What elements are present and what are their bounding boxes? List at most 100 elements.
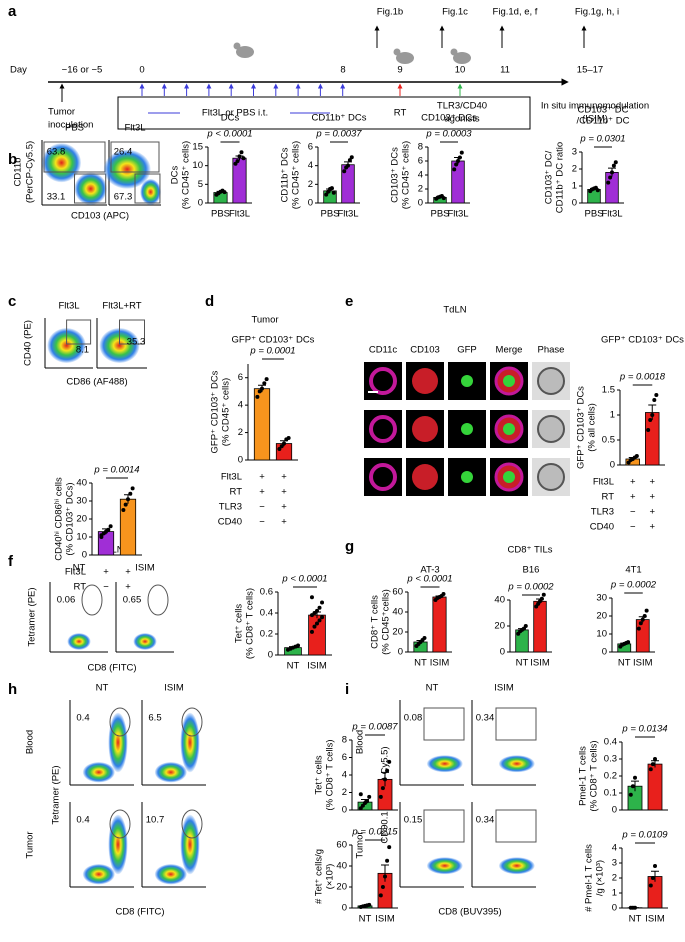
condition-name: Flt3L — [65, 567, 86, 578]
chart-title: GFP⁺ CD103⁺ DCs — [601, 335, 684, 346]
y-tick-label: 0.3 — [604, 754, 617, 765]
panel-label: b — [8, 151, 17, 168]
cell — [369, 367, 397, 395]
data-point — [648, 418, 653, 422]
data-point — [260, 386, 264, 391]
y-axis-label: (×10³) — [325, 864, 336, 890]
data-point — [324, 192, 329, 197]
bar — [308, 614, 326, 656]
y-axis-label: (% CD8⁺ T cells) — [325, 739, 336, 810]
condition-name: RT — [230, 487, 243, 498]
gate — [66, 319, 92, 345]
data-point — [365, 799, 370, 804]
cell — [537, 463, 565, 491]
data-point — [642, 614, 647, 618]
y-axis-label: (% CD45⁺cells) — [381, 589, 392, 655]
gate-value: 35.3 — [127, 337, 146, 348]
x-tick-label: Flt3L — [337, 209, 358, 220]
condition-mark: + — [630, 477, 636, 488]
x-tick-label: Flt3L — [601, 209, 622, 220]
y-axis-label: CD11b⁺ DCs — [280, 147, 291, 202]
gate — [110, 141, 160, 173]
x-tick-label: NT — [359, 914, 372, 925]
mouse-icon — [393, 48, 401, 56]
timeline-text: Tumor — [48, 107, 75, 118]
error-bar — [651, 870, 659, 882]
data-point — [608, 175, 613, 180]
flow-density — [154, 762, 187, 783]
y-axis-label: CD8⁺ T cells — [370, 595, 381, 649]
x-tick-label: PBS — [320, 209, 339, 220]
condition-name: CD40 — [590, 522, 614, 533]
flow-density — [498, 755, 535, 773]
condition-mark: + — [281, 502, 287, 513]
y-tick-label: 0 — [238, 455, 243, 466]
data-point — [312, 624, 317, 629]
data-point — [367, 902, 372, 907]
y-axis-label: Tet⁺ cells — [234, 604, 245, 644]
column-label: ISIM — [494, 683, 514, 694]
x-tick-label: NT — [414, 658, 427, 669]
data-point — [286, 436, 291, 441]
data-point — [106, 527, 111, 532]
panel-label: h — [8, 681, 17, 698]
y-axis-label: # Pmel-1 T cells — [584, 844, 595, 912]
cell — [503, 471, 515, 483]
y-tick-label: 4 — [612, 843, 617, 854]
cell — [461, 375, 473, 387]
data-point — [646, 428, 651, 432]
condition-name: Flt3L — [221, 472, 242, 483]
y-tick-label: 0 — [342, 903, 347, 914]
y-axis-label: (% CD45⁺ cells) — [181, 141, 192, 209]
y-tick-label: 0 — [308, 198, 313, 209]
y-tick-label: 0 — [82, 550, 87, 561]
data-point — [241, 156, 246, 161]
cell — [503, 423, 515, 435]
p-value: p = 0.0301 — [579, 134, 625, 145]
bar — [635, 619, 650, 653]
y-tick-label: 4 — [308, 160, 313, 171]
gate-value: 33.1 — [47, 192, 66, 203]
x-tick-label: ISIM — [307, 661, 327, 672]
data-point — [358, 792, 363, 797]
column-label: GFP — [457, 345, 477, 356]
flow-density — [180, 712, 200, 773]
flow-density — [180, 814, 200, 875]
data-point — [346, 163, 350, 168]
condition-mark: − — [103, 582, 109, 593]
y-tick-label: 0.6 — [260, 587, 273, 598]
y-tick-label: 2 — [238, 427, 243, 438]
data-point — [277, 447, 282, 452]
day-tick-label: 0 — [139, 65, 144, 76]
condition-name: RT — [602, 492, 615, 503]
y-tick-label: 2 — [418, 184, 423, 195]
cell — [412, 464, 438, 490]
data-point — [628, 792, 633, 797]
p-value: p = 0.0001 — [249, 346, 295, 357]
y-tick-label: 1 — [572, 181, 577, 192]
data-point — [331, 190, 336, 195]
chart-title: AT-3 — [420, 565, 439, 576]
data-point — [315, 621, 319, 626]
column-label: PBS — [65, 123, 84, 134]
y-tick-label: 10 — [596, 629, 607, 640]
x-tick-label: Flt3L — [447, 209, 468, 220]
bar — [432, 596, 447, 653]
flow-density — [133, 633, 157, 650]
chart-title: CD11b⁺ DCs — [312, 113, 367, 124]
y-tick-label: 20 — [494, 621, 505, 632]
y-axis-label: # Tet⁺ cells/g — [314, 849, 325, 904]
y-tick-label: 60 — [336, 840, 347, 851]
bar — [253, 388, 271, 461]
data-point — [347, 158, 352, 163]
data-point — [320, 615, 325, 620]
flow-density — [67, 633, 91, 650]
data-point — [648, 767, 653, 772]
column-label: Merge — [496, 345, 523, 356]
column-label: ISIM — [164, 683, 184, 694]
gate — [109, 707, 131, 737]
cell — [537, 367, 565, 395]
y-tick-label: 4 — [418, 170, 423, 181]
data-point — [128, 491, 133, 496]
chart-title: CD103⁺ DCs — [421, 113, 477, 124]
